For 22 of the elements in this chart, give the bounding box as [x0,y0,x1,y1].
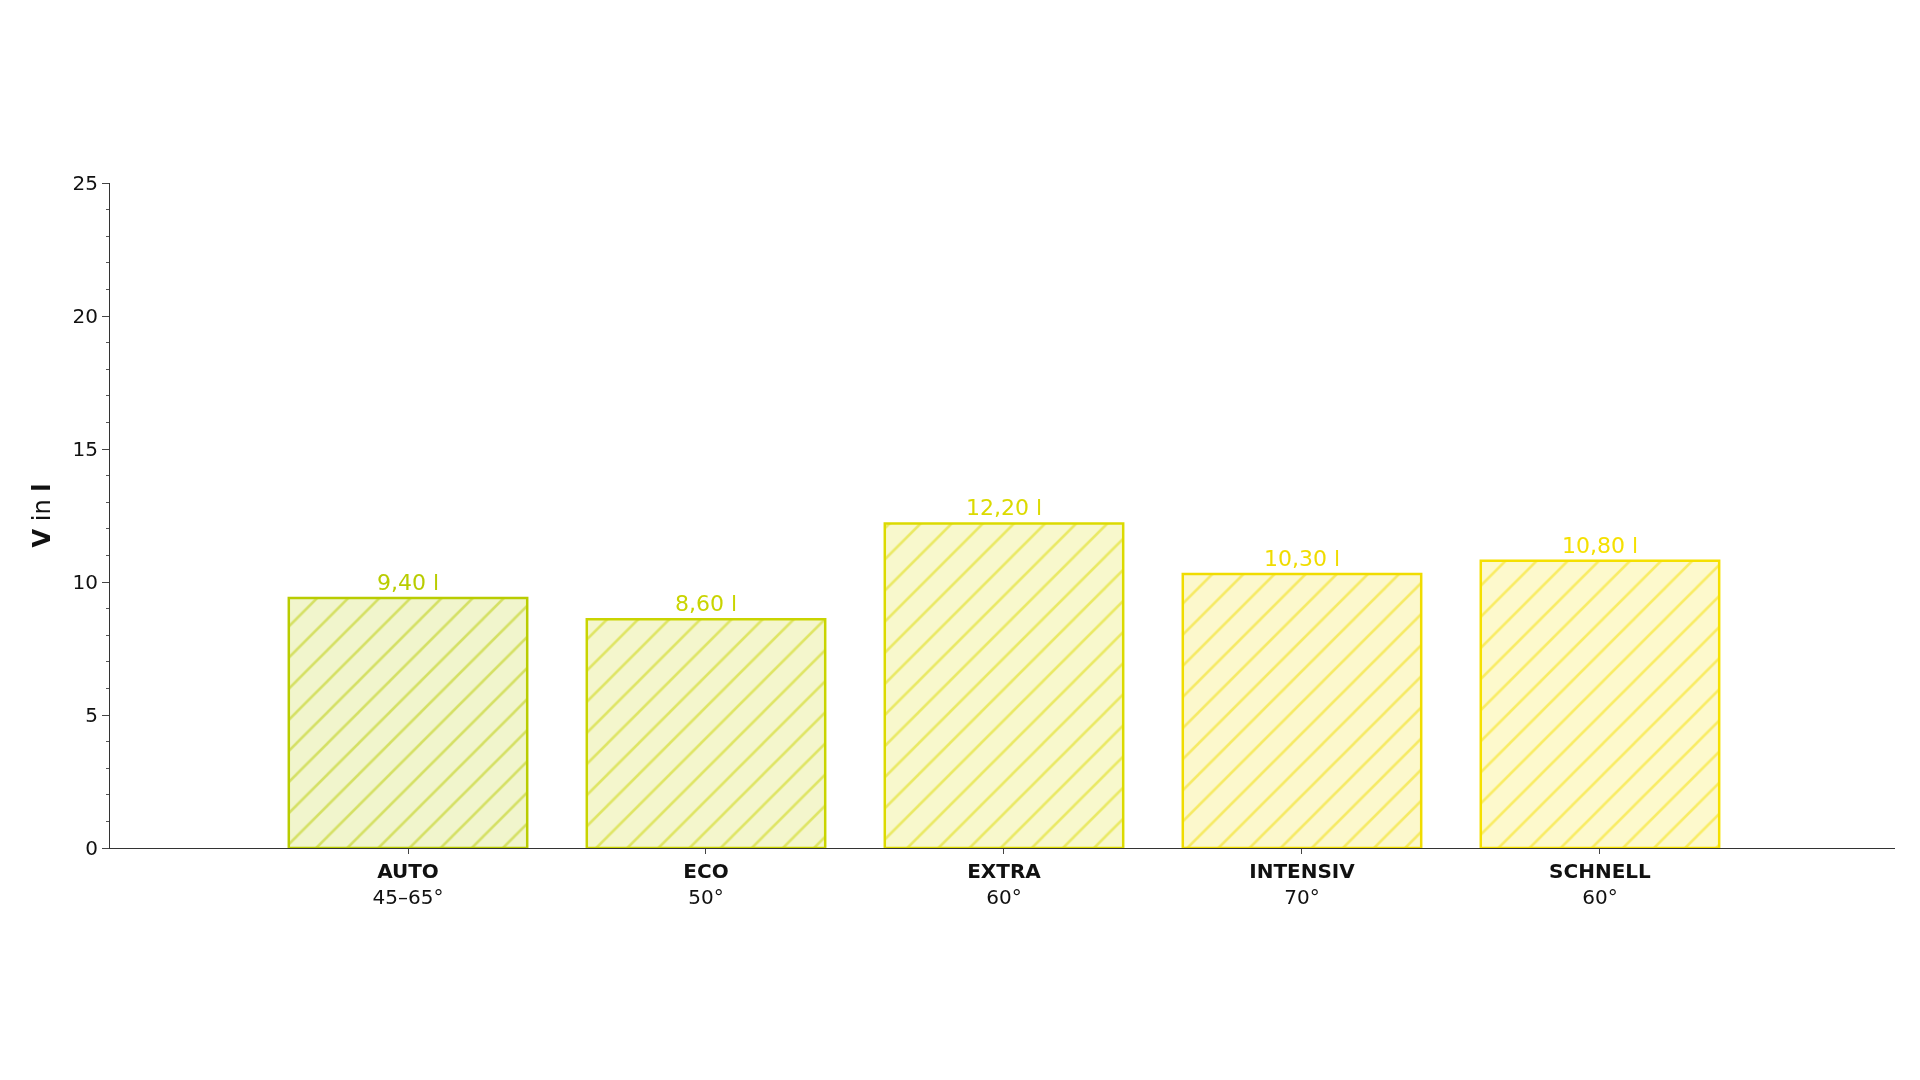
bar [287,596,529,848]
bar [1181,572,1423,848]
x-tick-label: INTENSIV 70° [1249,859,1356,909]
bar [1479,559,1721,848]
bar [585,617,827,848]
x-tick-label: SCHNELL 60° [1549,859,1652,909]
data-label: 10,80 l [1561,532,1639,558]
x-tick-label: ECO 50° [683,859,729,909]
y-tick-label: 25 [72,171,98,195]
data-label: 8,60 l [674,591,738,617]
y-tick-label: 5 [85,703,98,727]
data-label: 9,40 l [376,569,440,595]
data-label: 10,30 l [1263,546,1341,572]
y-tick-label: 15 [72,437,98,461]
y-tick-label: 20 [72,304,98,328]
x-tick-label: EXTRA 60° [967,859,1042,909]
y-tick-label: 10 [72,570,98,594]
bar [883,522,1125,848]
y-axis-title: V in l [27,483,56,548]
data-label: 12,20 l [965,495,1043,521]
x-tick-label: AUTO 45–65° [372,859,444,909]
y-tick-label: 0 [85,836,98,860]
